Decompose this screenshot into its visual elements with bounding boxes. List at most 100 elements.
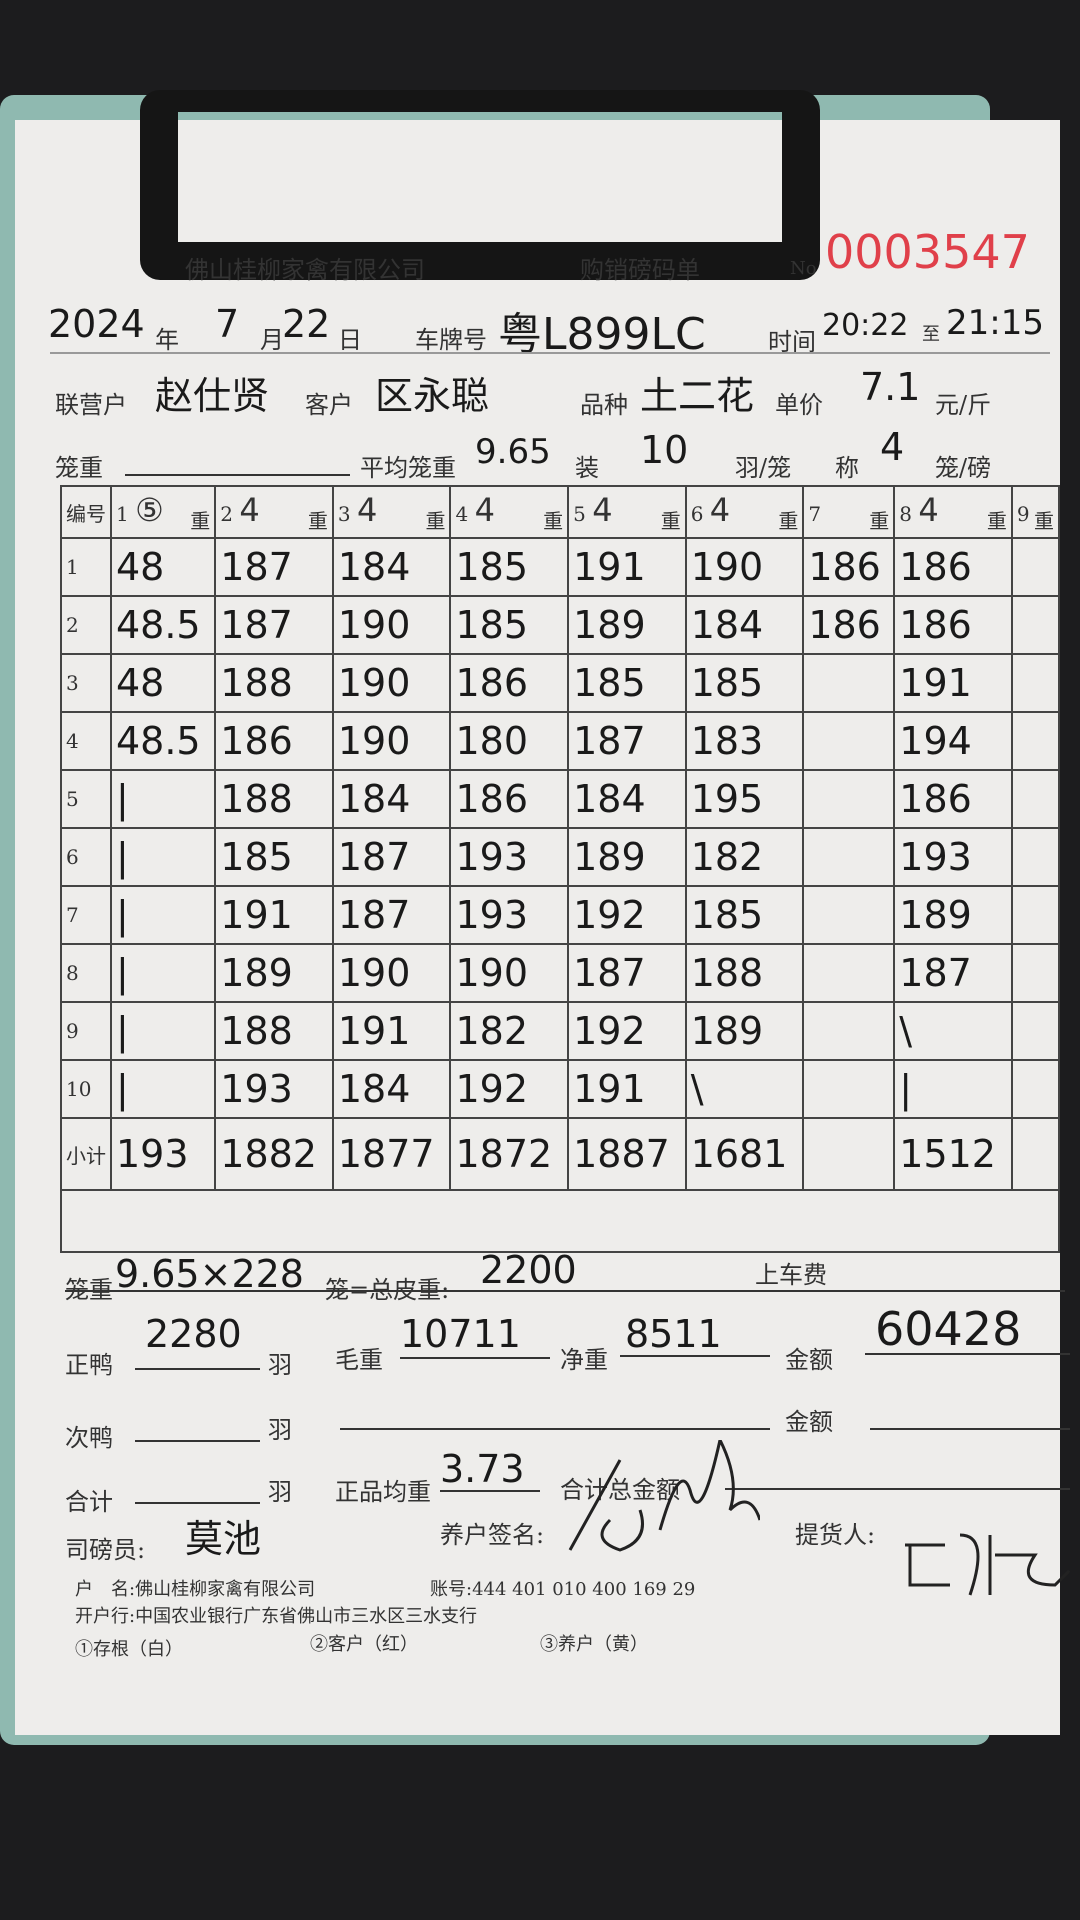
weight-cell — [802, 711, 896, 771]
subtotal-cell: 1512 — [893, 1117, 1013, 1191]
plate-value: 粤L899LC — [498, 309, 706, 360]
row-number: 6 — [60, 827, 112, 887]
weight-label: 重 — [190, 508, 211, 533]
avg-cage-value: 9.65 — [475, 432, 551, 472]
form-title: 购销磅码单 — [580, 256, 700, 284]
weight-cell: | — [109, 885, 217, 945]
amount-label: 金额 — [785, 1346, 833, 1374]
year-label: 年 — [155, 326, 179, 354]
weight-cell: 191 — [214, 885, 334, 945]
cage-count: 4 — [474, 490, 495, 529]
pack-label: 装 — [575, 454, 599, 482]
weight-cell — [1010, 711, 1061, 771]
row-number: 8 — [60, 943, 112, 1003]
cage-label: 笼重 — [65, 1276, 113, 1304]
table-row: 6 | 185 187 193 189 182 193 — [60, 827, 1061, 887]
gross-label: 毛重 — [335, 1346, 383, 1374]
cage-count: 4 — [356, 490, 378, 529]
avg-weight-value: 3.73 — [440, 1447, 525, 1491]
weight-cell — [1010, 653, 1061, 713]
weight-cell: 191 — [567, 537, 687, 597]
column-header: 3 4 重 — [331, 485, 452, 539]
weight-cell — [1010, 827, 1061, 887]
column-header: 7 重 — [802, 485, 896, 539]
weight-cell: 184 — [331, 769, 452, 829]
weight-cell: | — [109, 827, 217, 887]
weight-cell — [1010, 769, 1061, 829]
net-label: 净重 — [560, 1346, 608, 1374]
weight-cell: 193 — [214, 1059, 334, 1119]
weight-cell: 187 — [214, 537, 334, 597]
customer-label: 客户 — [305, 391, 353, 419]
total-label: 合计 — [65, 1488, 113, 1516]
weight-cell — [802, 827, 896, 887]
cage-weight-label: 笼重 — [55, 454, 103, 482]
copy-customer: ②客户（红） — [310, 1634, 418, 1655]
grand-total-label: 合计总金额 — [560, 1476, 680, 1504]
price-unit: 元/斤 — [935, 391, 992, 419]
subtotal-row: 小计 193 1882 1877 1872 1887 1681 1512 — [60, 1117, 1061, 1191]
weight-cell: 186 — [449, 769, 570, 829]
weight-cell: | — [109, 1059, 217, 1119]
weight-cell: 189 — [214, 943, 334, 1003]
cage-count: 4 — [709, 490, 731, 529]
variety-value: 土二花 — [640, 374, 755, 418]
weight-cell: \ — [893, 1001, 1013, 1061]
table-row: 8 | 189 190 190 187 188 187 — [60, 943, 1061, 1003]
table-row: 4 48.5 186 190 180 187 183 194 — [60, 711, 1061, 771]
weight-cell: 185 — [449, 537, 570, 597]
table-row: 2 48.5 187 190 185 189 184 186 186 — [60, 595, 1061, 655]
weight-label: 重 — [869, 508, 890, 533]
weight-cell — [802, 769, 896, 829]
weight-cell: 188 — [684, 943, 805, 1003]
weight-cell: 187 — [567, 711, 687, 771]
picker-label: 提货人: — [795, 1521, 876, 1549]
weight-cell: 48.5 — [109, 595, 217, 655]
weight-cell: | — [109, 1001, 217, 1061]
net-value: 8511 — [625, 1312, 722, 1356]
time-sep: 至 — [922, 324, 940, 345]
weight-cell: 189 — [567, 827, 687, 887]
weight-cell: 194 — [893, 711, 1013, 771]
weight-cell: 184 — [331, 537, 452, 597]
table-row: 7 | 191 187 193 192 185 189 — [60, 885, 1061, 945]
weight-cell: 183 — [684, 711, 805, 771]
weigh-label: 称 — [835, 454, 859, 482]
customer-value: 区永聪 — [375, 374, 490, 418]
weight-cell — [1010, 1059, 1061, 1119]
bank-name: 开户行:中国农业银行广东省佛山市三水区三水支行 — [75, 1606, 478, 1627]
farmer-signature — [568, 1440, 760, 1552]
weight-cell — [1010, 595, 1061, 655]
date-year: 2024 — [48, 302, 145, 346]
weight-cell: 185 — [449, 595, 570, 655]
weight-cell: 193 — [449, 827, 570, 887]
yu-unit: 羽 — [268, 1351, 292, 1379]
blank-row — [60, 1189, 1060, 1253]
id-header: 编号 — [60, 485, 112, 539]
weight-cell: 185 — [214, 827, 334, 887]
weight-cell: 187 — [893, 943, 1013, 1003]
weight-cell: 185 — [567, 653, 687, 713]
weight-cell: 188 — [214, 653, 334, 713]
cage-count: 4 — [239, 490, 260, 529]
pack-value: 10 — [640, 428, 689, 472]
cage-count: ⑤ — [135, 490, 164, 529]
blank-cell — [60, 1189, 1060, 1253]
weight-cell — [1010, 943, 1061, 1003]
subtotal-cell: 193 — [109, 1117, 217, 1191]
column-header: 2 4 重 — [214, 485, 334, 539]
table-row: 10 | 193 184 192 191 \ | — [60, 1059, 1061, 1119]
weight-cell: 191 — [893, 653, 1013, 713]
weight-cell — [802, 885, 896, 945]
account-number: 账号:444 401 010 400 169 29 — [430, 1579, 696, 1600]
weight-cell — [802, 653, 896, 713]
table-row: 1 48 187 184 185 191 190 186 186 — [60, 537, 1061, 597]
weight-cell: \ — [684, 1059, 805, 1119]
farmer-sign-label: 养户签名: — [440, 1521, 545, 1549]
weight-cell: 193 — [449, 885, 570, 945]
row-number: 2 — [60, 595, 112, 655]
subtotal-cell: 1882 — [214, 1117, 334, 1191]
time-label: 时间 — [768, 328, 816, 356]
gross-value: 10711 — [400, 1312, 521, 1356]
